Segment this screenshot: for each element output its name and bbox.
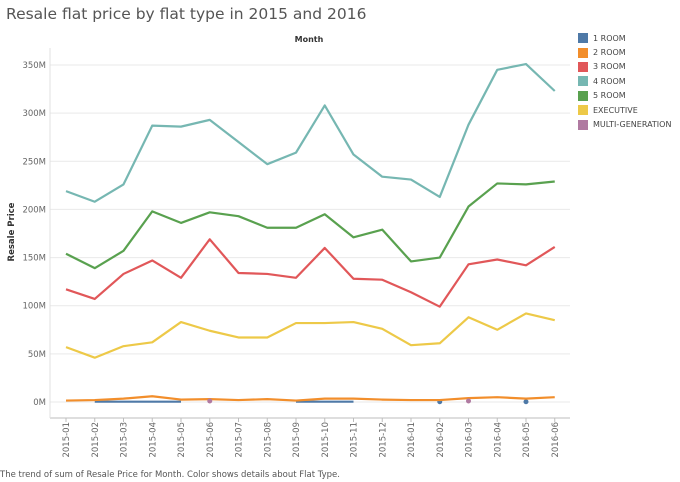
x-tick-label: 2015-05 bbox=[177, 422, 187, 458]
legend-swatch bbox=[578, 76, 588, 87]
series-4-room bbox=[65, 62, 556, 203]
legend-label: EXECUTIVE bbox=[593, 105, 638, 115]
chart-caption: The trend of sum of Resale Price for Mon… bbox=[0, 470, 340, 480]
legend-item[interactable]: 1 ROOM bbox=[578, 31, 671, 45]
legend-label: 4 ROOM bbox=[593, 76, 626, 86]
x-tick-label: 2015-01 bbox=[62, 422, 72, 458]
legend-label: 3 ROOM bbox=[593, 62, 626, 72]
x-tick-label: 2015-11 bbox=[350, 422, 360, 458]
series-5-room bbox=[65, 180, 555, 270]
y-tick-label: 50M bbox=[28, 350, 46, 360]
y-axis-title: Resale Price bbox=[7, 202, 17, 261]
x-tick-label: 2016-01 bbox=[407, 422, 417, 458]
x-tick-label: 2016-03 bbox=[465, 422, 475, 458]
series-line bbox=[65, 312, 556, 359]
x-tick-label: 2016-04 bbox=[493, 422, 503, 458]
series-line bbox=[65, 62, 556, 203]
legend-item[interactable]: 5 ROOM bbox=[578, 89, 671, 103]
legend-swatch bbox=[578, 119, 588, 130]
legend-swatch bbox=[578, 105, 588, 116]
series-line bbox=[65, 180, 555, 270]
legend-item[interactable]: MULTI-GENERATION bbox=[578, 117, 671, 131]
data-point bbox=[466, 398, 471, 404]
legend-label: MULTI-GENERATION bbox=[593, 120, 672, 130]
x-tick-label: 2015-04 bbox=[148, 422, 158, 458]
x-axis-title: Month bbox=[295, 35, 324, 44]
x-tick-label: 2015-12 bbox=[378, 422, 388, 458]
series-line bbox=[65, 395, 555, 402]
legend-label: 5 ROOM bbox=[593, 91, 626, 101]
x-tick-label: 2016-06 bbox=[551, 422, 561, 458]
y-tick-label: 250M bbox=[22, 157, 46, 167]
x-tick-label: 2016-02 bbox=[436, 422, 446, 458]
legend-item[interactable]: 3 ROOM bbox=[578, 60, 671, 74]
legend-swatch bbox=[578, 61, 588, 72]
series-executive bbox=[65, 312, 556, 359]
series-2-room bbox=[65, 395, 555, 402]
legend-label: 1 ROOM bbox=[593, 33, 626, 43]
grid-layer bbox=[50, 64, 570, 403]
legend-label: 2 ROOM bbox=[593, 48, 626, 58]
data-point bbox=[523, 399, 529, 405]
x-tick-label: 2015-02 bbox=[91, 422, 101, 458]
x-tick-label: 2016-05 bbox=[522, 422, 532, 458]
series-line bbox=[65, 238, 556, 308]
x-tick-label: 2015-09 bbox=[292, 422, 302, 458]
y-tick-label: 100M bbox=[22, 302, 46, 312]
y-tick-label: 300M bbox=[22, 109, 46, 119]
y-tick-label: 150M bbox=[22, 254, 46, 264]
legend-item[interactable]: 2 ROOM bbox=[578, 45, 671, 59]
x-tick-label: 2015-06 bbox=[206, 422, 216, 458]
x-tick-label: 2015-08 bbox=[263, 422, 273, 458]
axis-layer: 0M 50M 100M 150M 200M 250M 300M 350M 2015-01 2015… bbox=[22, 48, 570, 458]
x-tick-label: 2015-03 bbox=[120, 422, 130, 458]
series-3-room bbox=[65, 238, 556, 308]
y-tick-label: 0M bbox=[33, 398, 46, 408]
series-multi-generation bbox=[207, 398, 471, 404]
legend-swatch bbox=[578, 33, 588, 44]
x-tick-label: 2015-07 bbox=[235, 422, 245, 458]
chart-title: Resale flat price by flat type in 2015 a… bbox=[6, 5, 367, 23]
series-layer bbox=[65, 62, 556, 405]
y-tick-label: 350M bbox=[22, 61, 46, 71]
legend-swatch bbox=[578, 47, 588, 58]
legend-item[interactable]: EXECUTIVE bbox=[578, 103, 671, 117]
legend-swatch bbox=[578, 90, 588, 101]
y-tick-label: 200M bbox=[22, 205, 46, 215]
legend-item[interactable]: 4 ROOM bbox=[578, 74, 671, 88]
data-point bbox=[207, 398, 213, 404]
legend: 1 ROOM 2 ROOM 3 ROOM 4 ROOM 5 ROOM EXECUTIVE M… bbox=[578, 31, 671, 132]
x-tick-label: 2015-10 bbox=[321, 422, 331, 458]
